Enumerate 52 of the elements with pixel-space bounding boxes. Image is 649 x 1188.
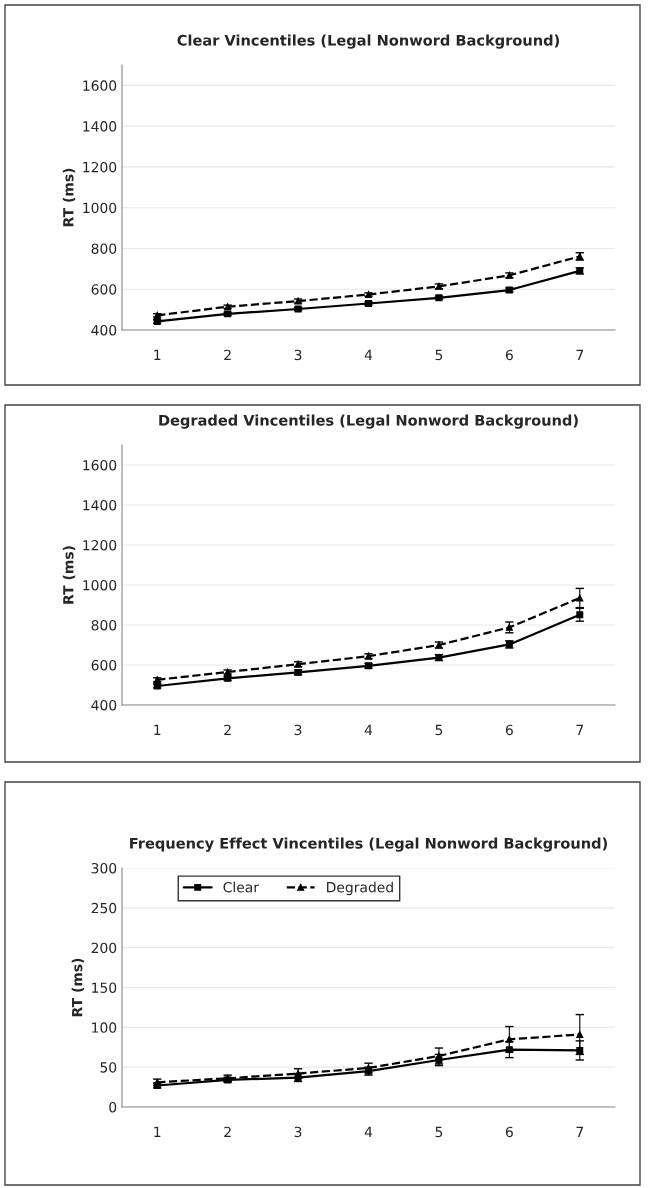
x-tick-label: 4 (364, 1126, 373, 1137)
x-tick-label: 2 (224, 1126, 231, 1137)
x-tick-label: 6 (505, 1126, 513, 1138)
x-tick-label: 3 (294, 724, 302, 736)
y-tick-label: 150 (92, 982, 117, 993)
y-axis-title: RT (ms) (71, 958, 85, 1017)
x-tick-label: 7 (576, 1126, 584, 1137)
x-tick-label: 1 (154, 724, 161, 735)
x-tick-label: 7 (576, 724, 584, 735)
y-tick-label: 200 (91, 942, 117, 954)
legend-label: Degraded (327, 881, 393, 896)
y-tick-label: 1200 (83, 161, 117, 173)
x-tick-label: 3 (294, 349, 302, 361)
x-tick-label: 6 (505, 724, 513, 736)
y-tick-label: 0 (109, 1101, 117, 1113)
y-tick-label: 400 (91, 699, 117, 711)
x-tick-label: 4 (364, 349, 373, 360)
chart-title: Clear Vincentiles (Legal Nonword Background) (177, 34, 559, 49)
point (576, 611, 584, 619)
x-tick-label: 2 (224, 724, 231, 735)
y-axis-title: RT (ms) (62, 546, 76, 604)
y-tick-label: 1400 (83, 499, 117, 511)
x-tick-label: 6 (505, 349, 513, 361)
point (576, 1046, 584, 1054)
y-tick-label: 800 (91, 243, 117, 254)
x-tick-label: 1 (154, 349, 161, 360)
y-axis-title: RT (ms) (62, 168, 76, 227)
y-tick-label: 100 (92, 1022, 117, 1033)
y-tick-label: 400 (91, 324, 117, 336)
y-tick-label: 1000 (83, 202, 117, 214)
y-tick-label: 250 (91, 902, 117, 914)
y-tick-label: 50 (100, 1062, 117, 1073)
y-tick-label: 1000 (83, 579, 117, 591)
y-tick-label: 1600 (83, 459, 117, 471)
y-tick-label: 1200 (83, 539, 117, 551)
x-tick-label: 7 (576, 349, 584, 360)
x-tick-label: 1 (154, 1126, 161, 1137)
y-tick-label: 600 (91, 284, 117, 295)
y-tick-label: 600 (91, 659, 117, 671)
y-tick-label: 800 (91, 619, 117, 631)
x-tick-label: 5 (435, 1126, 443, 1138)
legend-label: Clear (223, 881, 260, 893)
chart-title: Frequency Effect Vincentiles (Legal Nonword Background) (130, 837, 607, 852)
y-tick-label: 1400 (83, 121, 117, 132)
y-tick-label: 1600 (83, 80, 117, 91)
x-tick-label: 3 (294, 1126, 302, 1138)
chart-title: Degraded Vincentiles (Legal Nonword Background) (159, 414, 578, 429)
x-tick-label: 4 (364, 724, 373, 735)
y-tick-label: 300 (91, 862, 117, 874)
x-tick-label: 5 (435, 349, 443, 361)
x-tick-label: 2 (224, 349, 231, 360)
x-tick-label: 5 (435, 724, 443, 736)
